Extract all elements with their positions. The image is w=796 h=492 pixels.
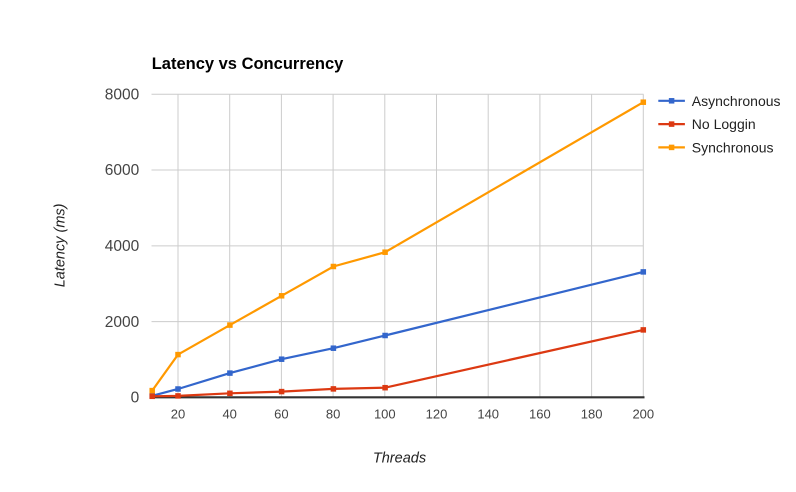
svg-text:40: 40: [222, 407, 236, 422]
svg-text:80: 80: [326, 407, 340, 422]
svg-text:180: 180: [581, 407, 603, 422]
svg-text:Asynchronous: Asynchronous: [692, 93, 781, 109]
svg-text:100: 100: [374, 407, 396, 422]
svg-text:0: 0: [131, 390, 140, 407]
svg-text:Threads: Threads: [373, 450, 426, 466]
svg-text:200: 200: [632, 407, 654, 422]
svg-text:160: 160: [529, 407, 551, 422]
svg-text:Latency (ms): Latency (ms): [52, 203, 68, 287]
svg-text:No Loggin: No Loggin: [692, 116, 756, 132]
svg-text:4000: 4000: [105, 238, 140, 255]
svg-text:2000: 2000: [105, 314, 140, 331]
svg-text:140: 140: [477, 407, 499, 422]
svg-text:60: 60: [274, 407, 288, 422]
svg-text:6000: 6000: [105, 162, 140, 179]
svg-text:20: 20: [171, 407, 185, 422]
svg-text:120: 120: [426, 407, 448, 422]
svg-text:Latency vs Concurrency: Latency vs Concurrency: [152, 55, 344, 73]
svg-text:8000: 8000: [105, 86, 140, 103]
svg-text:Synchronous: Synchronous: [692, 139, 774, 155]
